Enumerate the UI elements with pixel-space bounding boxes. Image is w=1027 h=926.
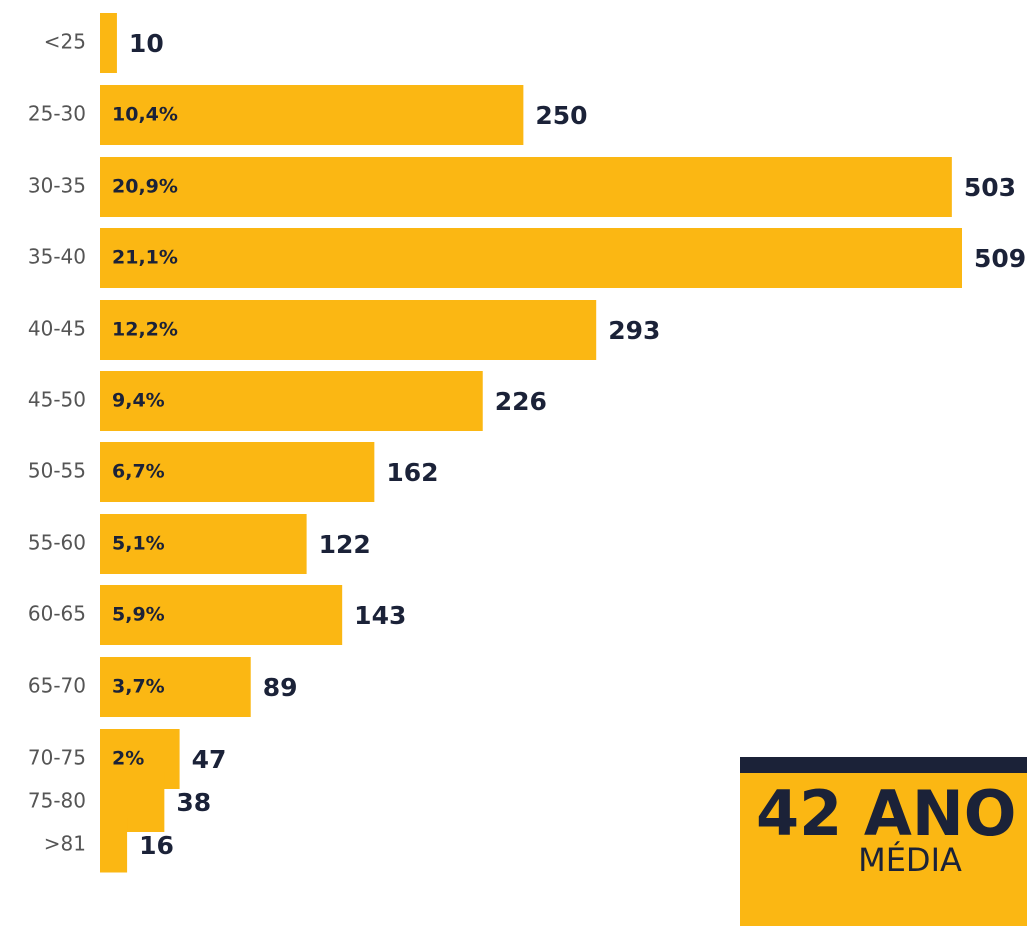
summary-box — [740, 773, 1027, 926]
percent-label: 5,9% — [112, 604, 165, 626]
value-label: 162 — [386, 458, 438, 487]
bar — [100, 13, 117, 73]
summary-value: 42 ANO — [756, 777, 1016, 850]
category-label: >81 — [44, 832, 86, 856]
percent-label: 21,1% — [112, 247, 178, 269]
summary-top-bar — [740, 757, 1027, 773]
category-label: 60-65 — [28, 602, 86, 626]
bar — [100, 514, 307, 574]
bar — [100, 585, 343, 645]
bar — [100, 817, 128, 873]
percent-label: 10,4% — [112, 104, 178, 126]
bar — [100, 85, 524, 145]
value-label: 226 — [495, 387, 547, 416]
value-label: 293 — [608, 316, 660, 345]
value-label: 143 — [354, 601, 406, 630]
percent-label: 3,7% — [112, 676, 165, 698]
value-label: 89 — [263, 673, 298, 702]
percent-label: 9,4% — [112, 390, 165, 412]
category-label: 45-50 — [28, 388, 86, 412]
percent-label: 12,2% — [112, 319, 178, 341]
category-label: 30-35 — [28, 174, 86, 198]
percent-label: 2% — [112, 748, 144, 770]
value-label: 47 — [192, 745, 227, 774]
category-label: 35-40 — [28, 245, 86, 269]
category-label: 50-55 — [28, 459, 86, 483]
value-label: 16 — [139, 831, 174, 860]
bar — [100, 371, 483, 431]
category-label: 65-70 — [28, 674, 86, 698]
bar — [100, 228, 962, 288]
summary-label: MÉDIA — [858, 841, 962, 879]
value-label: 250 — [535, 101, 587, 130]
category-label: 70-75 — [28, 746, 86, 770]
category-label: 75-80 — [28, 789, 86, 813]
value-label: 10 — [129, 29, 164, 58]
bar — [100, 442, 375, 502]
category-label: <25 — [44, 30, 86, 54]
bar — [100, 657, 251, 717]
value-label: 503 — [964, 173, 1016, 202]
percent-label: 6,7% — [112, 461, 165, 483]
bar — [100, 157, 952, 217]
category-label: 55-60 — [28, 531, 86, 555]
percent-label: 5,1% — [112, 533, 165, 555]
value-label: 509 — [974, 244, 1026, 273]
percent-label: 20,9% — [112, 176, 178, 198]
category-label: 25-30 — [28, 102, 86, 126]
bar — [100, 300, 597, 360]
value-label: 122 — [319, 530, 371, 559]
value-label: 38 — [176, 788, 211, 817]
category-label: 40-45 — [28, 317, 86, 341]
